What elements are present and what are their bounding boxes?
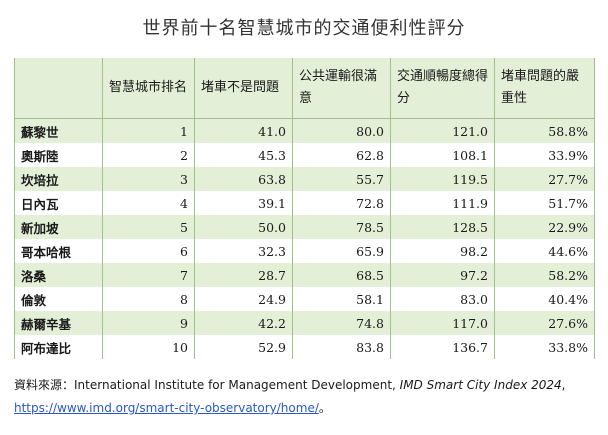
traffic-score-table: 智慧城市排名 堵車不是問題 公共運輸很滿意 交通順暢度總得分 堵車問題的嚴重性 … <box>14 58 595 359</box>
source-separator: , <box>561 378 566 392</box>
cell-congestion-severity: 40.4% <box>494 287 595 311</box>
cell-public-transport: 62.8 <box>292 143 391 167</box>
table-row: 洛桑 7 28.7 68.5 97.2 58.2% <box>14 263 595 287</box>
cell-congestion-not-problem: 39.1 <box>194 191 293 215</box>
cell-public-transport: 74.8 <box>292 311 391 335</box>
cell-rank: 3 <box>102 167 195 191</box>
table-row: 新加坡 5 50.0 78.5 128.5 22.9% <box>14 215 595 239</box>
cell-congestion-not-problem: 41.0 <box>194 118 293 143</box>
table-body: 蘇黎世 1 41.0 80.0 121.0 58.8% 奧斯陸 2 45.3 62.8 108.1 3… <box>14 118 595 359</box>
source-note: 資料來源：International Institute for Managem… <box>14 374 594 420</box>
cell-congestion-not-problem: 32.3 <box>194 239 293 263</box>
cell-city: 新加坡 <box>14 215 103 239</box>
cell-rank: 4 <box>102 191 195 215</box>
cell-city: 洛桑 <box>14 263 103 287</box>
table-row: 阿布達比 10 52.9 83.8 136.7 33.8% <box>14 335 595 359</box>
cell-congestion-severity: 58.2% <box>494 263 595 287</box>
page-title: 世界前十名智慧城市的交通便利性評分 <box>142 18 466 39</box>
cell-city: 蘇黎世 <box>14 118 103 143</box>
header-rank: 智慧城市排名 <box>102 58 195 119</box>
table-header-row: 智慧城市排名 堵車不是問題 公共運輸很滿意 交通順暢度總得分 堵車問題的嚴重性 <box>14 58 595 119</box>
cell-congestion-severity: 27.6% <box>494 311 595 335</box>
cell-city: 阿布達比 <box>14 335 103 359</box>
cell-city: 日內瓦 <box>14 191 103 215</box>
cell-congestion-not-problem: 63.8 <box>194 167 293 191</box>
cell-rank: 1 <box>102 118 195 143</box>
source-suffix: 。 <box>318 401 331 415</box>
cell-rank: 6 <box>102 239 195 263</box>
cell-traffic-total: 97.2 <box>390 263 495 287</box>
source-link[interactable]: https://www.imd.org/smart-city-observato… <box>14 401 319 415</box>
cell-traffic-total: 111.9 <box>390 191 495 215</box>
source-publication: IMD Smart City Index 2024 <box>399 378 562 392</box>
header-public-transport: 公共運輸很滿意 <box>292 58 391 119</box>
cell-congestion-severity: 44.6% <box>494 239 595 263</box>
cell-traffic-total: 136.7 <box>390 335 495 359</box>
cell-city: 倫敦 <box>14 287 103 311</box>
cell-congestion-severity: 22.9% <box>494 215 595 239</box>
cell-city: 奧斯陸 <box>14 143 103 167</box>
table-row: 日內瓦 4 39.1 72.8 111.9 51.7% <box>14 191 595 215</box>
cell-rank: 7 <box>102 263 195 287</box>
cell-congestion-not-problem: 52.9 <box>194 335 293 359</box>
cell-rank: 5 <box>102 215 195 239</box>
cell-traffic-total: 119.5 <box>390 167 495 191</box>
cell-public-transport: 65.9 <box>292 239 391 263</box>
cell-congestion-not-problem: 45.3 <box>194 143 293 167</box>
cell-traffic-total: 83.0 <box>390 287 495 311</box>
table-row: 坎培拉 3 63.8 55.7 119.5 27.7% <box>14 167 595 191</box>
cell-public-transport: 72.8 <box>292 191 391 215</box>
cell-public-transport: 80.0 <box>292 118 391 143</box>
cell-city: 赫爾辛基 <box>14 311 103 335</box>
cell-rank: 10 <box>102 335 195 359</box>
cell-public-transport: 68.5 <box>292 263 391 287</box>
cell-congestion-severity: 27.7% <box>494 167 595 191</box>
cell-congestion-severity: 33.8% <box>494 335 595 359</box>
table-row: 倫敦 8 24.9 58.1 83.0 40.4% <box>14 287 595 311</box>
cell-rank: 8 <box>102 287 195 311</box>
source-prefix: 資料來源： <box>14 378 75 392</box>
cell-traffic-total: 108.1 <box>390 143 495 167</box>
cell-rank: 9 <box>102 311 195 335</box>
table-row: 赫爾辛基 9 42.2 74.8 117.0 27.6% <box>14 311 595 335</box>
cell-congestion-not-problem: 50.0 <box>194 215 293 239</box>
cell-congestion-severity: 58.8% <box>494 118 595 143</box>
cell-congestion-severity: 51.7% <box>494 191 595 215</box>
table-row: 哥本哈根 6 32.3 65.9 98.2 44.6% <box>14 239 595 263</box>
header-city <box>14 58 103 119</box>
cell-traffic-total: 128.5 <box>390 215 495 239</box>
cell-traffic-total: 98.2 <box>390 239 495 263</box>
cell-public-transport: 83.8 <box>292 335 391 359</box>
header-congestion-severity: 堵車問題的嚴重性 <box>494 58 595 119</box>
cell-congestion-not-problem: 24.9 <box>194 287 293 311</box>
cell-congestion-not-problem: 28.7 <box>194 263 293 287</box>
cell-public-transport: 55.7 <box>292 167 391 191</box>
table-row: 奧斯陸 2 45.3 62.8 108.1 33.9% <box>14 143 595 167</box>
cell-traffic-total: 117.0 <box>390 311 495 335</box>
cell-congestion-severity: 33.9% <box>494 143 595 167</box>
cell-rank: 2 <box>102 143 195 167</box>
cell-public-transport: 58.1 <box>292 287 391 311</box>
table-row: 蘇黎世 1 41.0 80.0 121.0 58.8% <box>14 118 595 143</box>
cell-city: 哥本哈根 <box>14 239 103 263</box>
cell-city: 坎培拉 <box>14 167 103 191</box>
header-congestion-not-problem: 堵車不是問題 <box>194 58 293 119</box>
cell-public-transport: 78.5 <box>292 215 391 239</box>
cell-congestion-not-problem: 42.2 <box>194 311 293 335</box>
cell-traffic-total: 121.0 <box>390 118 495 143</box>
header-traffic-total: 交通順暢度總得分 <box>390 58 495 119</box>
source-org: International Institute for Management D… <box>74 378 400 392</box>
